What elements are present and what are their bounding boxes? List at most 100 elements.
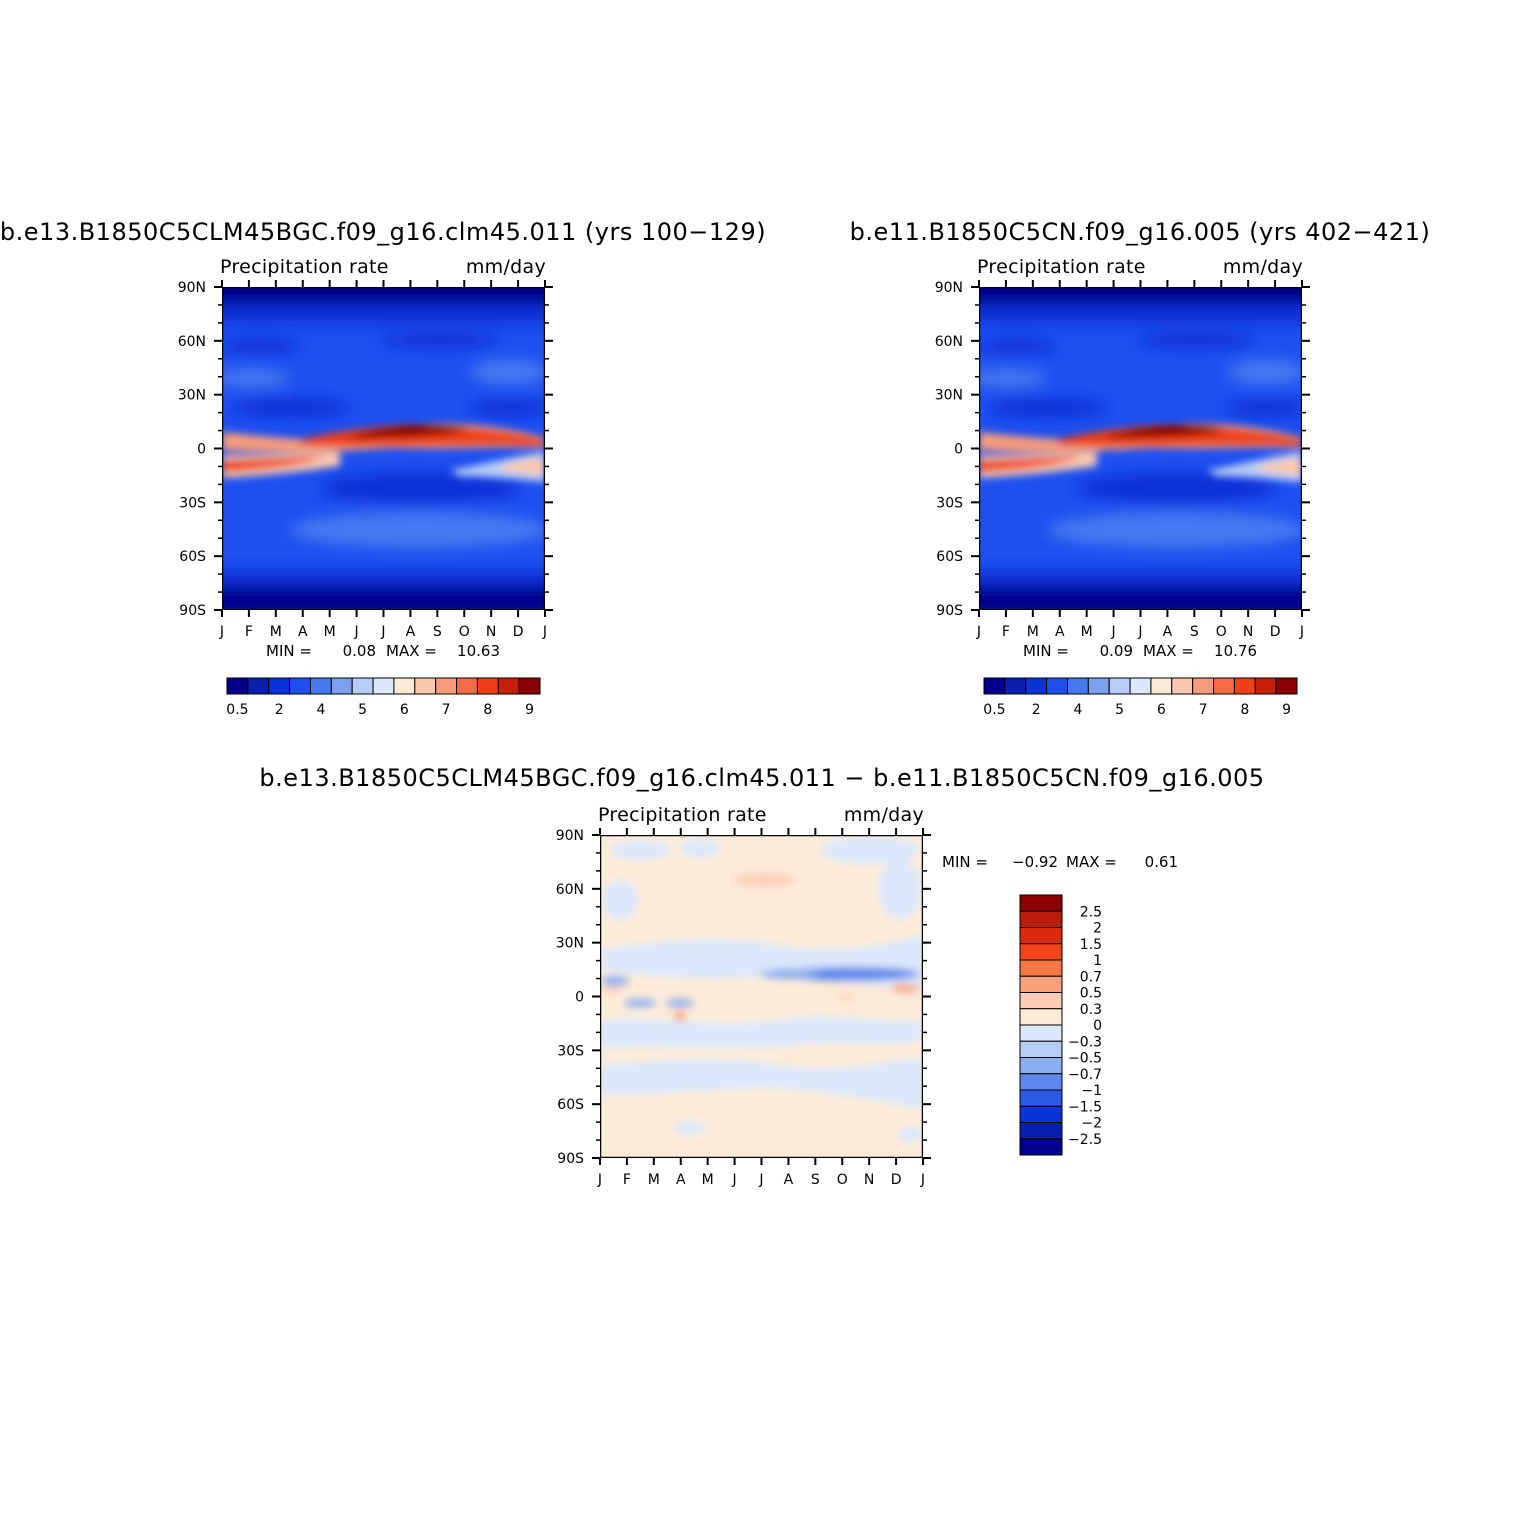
colorbar-swatch (1213, 677, 1235, 695)
colorbar-swatch (247, 677, 270, 695)
x-tick-label: J (732, 1172, 737, 1188)
colorbar-swatch (1019, 927, 1063, 945)
band-60n-low (222, 338, 300, 354)
x-tick-label: J (758, 1172, 763, 1188)
colorbar-swatch (268, 677, 291, 695)
y-tick-label: 30S (936, 495, 963, 511)
itcz (222, 423, 545, 482)
x-tick-label: M (648, 1172, 660, 1188)
colorbar-label: 7 (1199, 702, 1208, 718)
x-tick-label: F (1002, 624, 1010, 640)
x-tick-label: M (324, 624, 336, 640)
colorbar-swatch (1019, 1073, 1063, 1091)
x-tick-label: J (354, 624, 359, 640)
y-tick-label: 60S (557, 1097, 584, 1113)
colorbar-swatch (983, 677, 1006, 695)
panel-difference: b.e13.B1850C5CLM45BGC.f09_g16.clm45.011 … (259, 764, 1264, 1188)
heatmap-field (222, 287, 545, 610)
max-label: MAX = (386, 642, 437, 660)
colorbar-swatch (476, 677, 499, 695)
min-label: MIN = (1023, 642, 1069, 660)
y-tick-label: 90S (179, 603, 206, 619)
colorbar-label: 9 (1282, 702, 1291, 718)
y-tick-label: 90N (178, 280, 206, 296)
x-tick-label: J (380, 624, 385, 640)
colorbar-swatch (1275, 677, 1298, 695)
panel-title: b.e11.B1850C5CN.f09_g16.005 (yrs 402−421… (850, 218, 1431, 246)
y-tick-label: 90N (935, 280, 963, 296)
panel-model-b: b.e11.B1850C5CN.f09_g16.005 (yrs 402−421… (850, 218, 1431, 718)
colorbar-label: 6 (1157, 702, 1166, 718)
x-tick-label: A (676, 1172, 686, 1188)
y-tick-label: 30S (179, 495, 206, 511)
colorbar-swatch (518, 677, 541, 695)
y-tick-label: 30N (935, 388, 963, 404)
right-string: mm/day (1223, 256, 1303, 278)
colorbar-label: 6 (400, 702, 409, 718)
colorbar-label: −2.5 (1068, 1132, 1102, 1148)
x-tick-label: A (1163, 624, 1173, 640)
colorbar-label: 0.5 (226, 702, 248, 718)
min-value: −0.92 (1012, 853, 1058, 871)
colorbar-swatch (435, 677, 458, 695)
band-90s (222, 586, 545, 610)
colorbar-swatch (497, 677, 520, 695)
colorbar-swatch (289, 677, 311, 695)
x-tick-label: A (406, 624, 416, 640)
colorbar-label: −0.7 (1068, 1067, 1102, 1083)
colorbar-swatch (1019, 1057, 1063, 1075)
x-tick-label: J (1137, 624, 1142, 640)
colorbar-swatch (1019, 910, 1063, 928)
x-tick-label: N (1243, 624, 1253, 640)
y-tick-label: 90S (557, 1151, 584, 1167)
left-string: Precipitation rate (598, 804, 767, 826)
min-label: MIN = (942, 853, 988, 871)
min-value: 0.09 (1100, 642, 1133, 660)
colorbar-swatch (1019, 975, 1063, 993)
x-tick-label: F (245, 624, 253, 640)
heatmap-field (979, 287, 1302, 610)
x-tick-label: J (1111, 624, 1116, 640)
right-string: mm/day (844, 804, 924, 826)
colorbar-swatch (372, 677, 395, 695)
x-tick-label: D (891, 1172, 902, 1188)
colorbar-swatch (1066, 677, 1089, 695)
colorbar-swatch (414, 677, 437, 695)
x-tick-label: S (811, 1172, 820, 1188)
colorbar-swatch (1019, 943, 1063, 961)
max-label: MAX = (1066, 853, 1117, 871)
colorbar-swatch (1046, 677, 1068, 695)
y-tick-label: 90N (556, 828, 584, 844)
colorbar-swatch (1019, 1122, 1063, 1140)
colorbar-label: 5 (1115, 702, 1124, 718)
colorbar-label: 5 (358, 702, 367, 718)
band-75n (222, 304, 545, 324)
colorbar-swatch (1087, 677, 1110, 695)
colorbar-swatch (1019, 1024, 1063, 1042)
panel-title: b.e13.B1850C5CLM45BGC.f09_g16.clm45.011 … (259, 764, 1264, 792)
x-tick-label: N (486, 624, 496, 640)
y-tick-label: 0 (954, 442, 963, 458)
y-tick-label: 60S (936, 549, 963, 565)
min-value: 0.08 (343, 642, 376, 660)
y-tick-label: 0 (197, 442, 206, 458)
x-tick-label: A (298, 624, 308, 640)
colorbar-swatch (456, 677, 478, 695)
y-tick-label: 60N (556, 882, 584, 898)
panel-model-a: b.e13.B1850C5CLM45BGC.f09_g16.clm45.011 … (0, 218, 766, 718)
colorbar-label: 0.3 (1080, 1002, 1102, 1018)
colorbar: 0.5 2 4 5 6 7 8 9 (226, 677, 541, 718)
x-tick-label: A (784, 1172, 794, 1188)
colorbar-swatch (1019, 1008, 1063, 1026)
colorbar-label: 4 (316, 702, 325, 718)
colorbar-label: 9 (525, 702, 534, 718)
colorbar-swatch (1108, 677, 1131, 695)
colorbar-swatch (1025, 677, 1048, 695)
colorbar-label: 0.5 (983, 702, 1005, 718)
colorbar-swatch (1171, 677, 1194, 695)
colorbar-swatch (1019, 894, 1063, 912)
colorbar-swatch (309, 677, 332, 695)
colorbar: 0.5 2 4 5 6 7 8 9 (983, 677, 1298, 718)
